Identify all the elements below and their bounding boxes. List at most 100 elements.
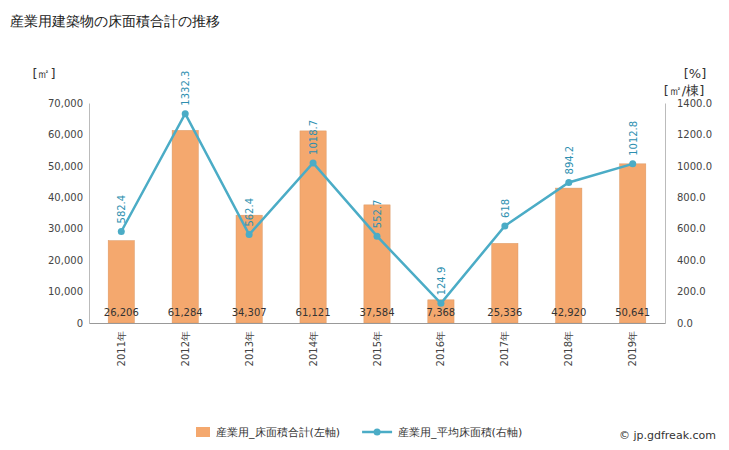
x-tick: 2014年: [308, 323, 319, 366]
marker: [118, 228, 125, 235]
line-label: 894.2: [564, 146, 575, 175]
y-tick-label: 70,000: [48, 98, 83, 109]
line-label: 582.4: [116, 195, 127, 224]
line-label: 562.4: [244, 198, 255, 227]
marker: [629, 160, 636, 167]
x-axis-line: [90, 323, 666, 324]
bar-label: 61,121: [296, 307, 331, 318]
y-tick: 40,000: [48, 192, 89, 203]
y2-axis-line: [665, 104, 666, 324]
x-axis: 2011年 2012年 2013年 2014年 2015年 2016年 2017年 2018年…: [90, 323, 666, 366]
markers: [118, 110, 636, 307]
y-tick: 50,000: [48, 161, 89, 172]
x-tick: 2017年: [499, 323, 510, 366]
y2-tick: 400.0: [665, 255, 706, 266]
x-tick: 2013年: [244, 323, 255, 366]
y-tick-label: 50,000: [48, 161, 83, 172]
line-label: 1332.3: [180, 71, 191, 106]
y2-tick-label: 1000.0: [677, 161, 712, 172]
y2-tick: 600.0: [665, 223, 706, 234]
y2-tick: 1400.0: [665, 98, 712, 109]
x-tick-label: 2017年: [499, 331, 510, 366]
x-tick-label: 2016年: [435, 331, 446, 366]
y-tick: 20,000: [48, 255, 89, 266]
y-axis-label: [㎡]: [32, 66, 55, 81]
legend-label: 産業用_平均床面積(右軸): [398, 426, 522, 439]
x-tick: 2012年: [180, 323, 191, 366]
y2-tick-label: 1400.0: [677, 98, 712, 109]
legend: 産業用_床面積合計(左軸) 産業用_平均床面積(右軸): [196, 426, 522, 439]
line: [121, 114, 632, 304]
line-label: 618: [500, 199, 511, 218]
chart: 産業用建築物の床面積合計の推移 [㎡] [%] [㎡/棟] 0 10,000 20,000 3…: [0, 0, 729, 450]
y-tick-label: 40,000: [48, 192, 83, 203]
data-labels: 26,206 61,284 34,307 61,121 37,584 7,368 25,33…: [104, 71, 650, 318]
bar: [172, 130, 198, 323]
bar-label: 26,206: [104, 307, 139, 318]
y-tick-label: 60,000: [48, 129, 83, 140]
marker: [437, 300, 444, 307]
x-tick-label: 2012年: [180, 331, 191, 366]
bar-label: 50,641: [615, 307, 650, 318]
y-tick: 0: [77, 318, 89, 329]
y2-tick: 200.0: [665, 286, 706, 297]
y-tick: 60,000: [48, 129, 89, 140]
marker: [246, 231, 253, 238]
y2-tick: 0.0: [665, 318, 693, 329]
bar-label: 25,336: [487, 307, 522, 318]
marker: [501, 222, 508, 229]
y-tick-label: 20,000: [48, 255, 83, 266]
bar-label: 34,307: [232, 307, 267, 318]
x-tick-label: 2011年: [116, 331, 127, 366]
legend-item: 産業用_平均床面積(右軸): [362, 426, 522, 439]
x-tick-label: 2015年: [372, 331, 383, 366]
y-tick-label: 10,000: [48, 286, 83, 297]
y2-axis-label: [%]: [684, 66, 707, 81]
bar-label: 61,284: [168, 307, 203, 318]
bar-label: 7,368: [427, 307, 456, 318]
x-tick: 2015年: [372, 323, 383, 366]
y2-tick-label: 800.0: [677, 192, 706, 203]
legend-marker: [374, 429, 381, 436]
source: © jp.gdfreak.com: [619, 429, 716, 442]
y2-tick: 1200.0: [665, 129, 712, 140]
y-tick: 30,000: [48, 223, 89, 234]
line-label: 1018.7: [308, 120, 319, 155]
bar-series: [108, 130, 646, 323]
y-tick: 10,000: [48, 286, 89, 297]
y2-axis: 0.0 200.0 400.0 600.0 800.0 1000.0 1200.0 1400.…: [665, 98, 712, 329]
y-tick-label: 0: [77, 318, 83, 329]
x-tick: 2018年: [563, 323, 574, 366]
marker: [374, 233, 381, 240]
x-tick: 2016年: [435, 323, 446, 366]
y2-tick-label: 0.0: [677, 318, 693, 329]
y-tick: 70,000: [48, 98, 89, 109]
legend-label: 産業用_床面積合計(左軸): [216, 426, 340, 439]
bar-label: 37,584: [360, 307, 395, 318]
line-label: 552.7: [372, 200, 383, 229]
x-tick-label: 2014年: [308, 331, 319, 366]
y2-tick-label: 400.0: [677, 255, 706, 266]
marker: [310, 159, 317, 166]
y-tick-label: 30,000: [48, 223, 83, 234]
bar: [620, 164, 646, 323]
y2-tick-label: 600.0: [677, 223, 706, 234]
legend-swatch: [196, 427, 210, 437]
title: 産業用建築物の床面積合計の推移: [10, 13, 220, 29]
y2-tick-label: 200.0: [677, 286, 706, 297]
x-tick: 2011年: [116, 323, 127, 366]
y2-axis-label: [㎡/棟]: [664, 83, 705, 98]
y2-tick: 800.0: [665, 192, 706, 203]
y2-tick: 1000.0: [665, 161, 712, 172]
legend-item: 産業用_床面積合計(左軸): [196, 426, 340, 439]
y2-tick-label: 1200.0: [677, 129, 712, 140]
x-tick-label: 2019年: [627, 331, 638, 366]
line-label: 1012.8: [628, 121, 639, 156]
y-axis-line: [89, 104, 90, 324]
bar-label: 42,920: [551, 307, 586, 318]
marker: [182, 110, 189, 117]
line-label: 124.9: [436, 267, 447, 296]
x-tick: 2019年: [627, 323, 638, 366]
marker: [565, 179, 572, 186]
x-tick-label: 2018年: [563, 331, 574, 366]
